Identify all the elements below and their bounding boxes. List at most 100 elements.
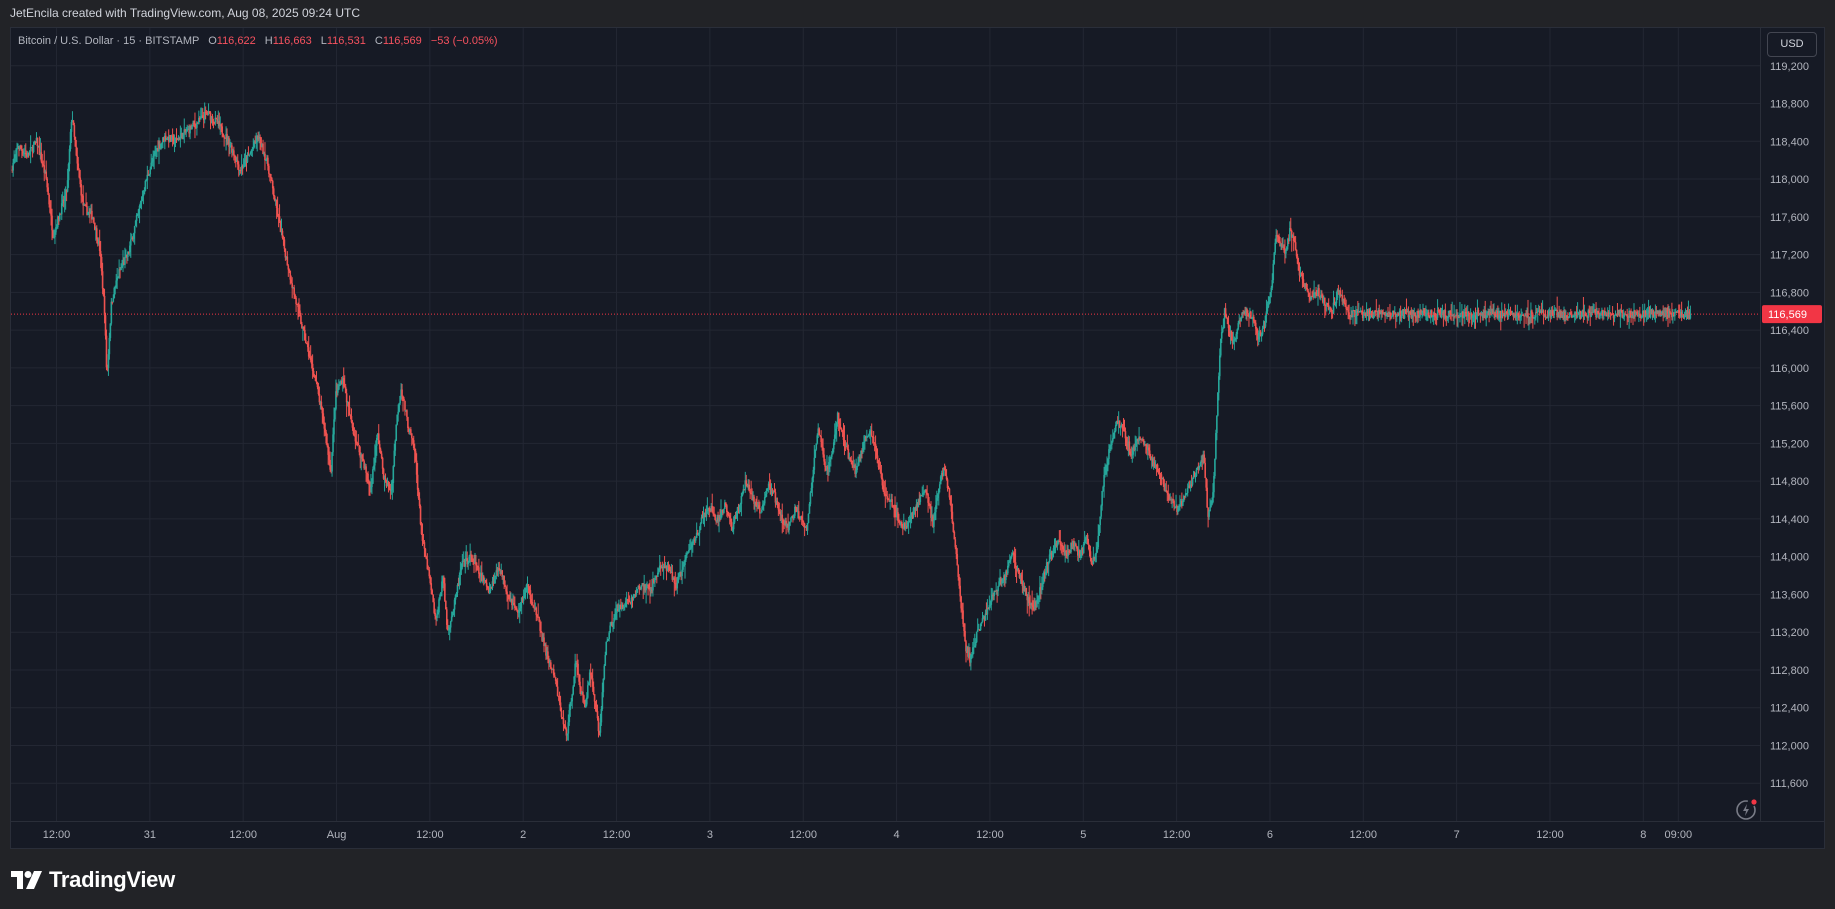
candle-body	[922, 493, 925, 495]
candle-body	[906, 522, 909, 527]
candle-body	[732, 522, 735, 530]
candle-body	[580, 686, 582, 695]
candle-body	[976, 629, 979, 632]
candle-body	[631, 597, 634, 599]
candle-body	[1358, 311, 1360, 313]
candle-body	[607, 638, 609, 641]
candle-body	[1353, 310, 1355, 312]
candle-body	[899, 521, 901, 525]
candle-body	[901, 522, 903, 527]
candle-body	[1594, 310, 1596, 313]
candle-body	[970, 655, 972, 663]
candle-body	[384, 477, 387, 481]
candle-body	[893, 506, 895, 510]
candle-body	[216, 118, 219, 124]
candle-body	[1005, 571, 1007, 580]
candle-body	[1137, 439, 1139, 442]
candle-body	[1455, 314, 1457, 317]
candle-body	[1095, 552, 1098, 555]
symbol-name[interactable]: Bitcoin / U.S. Dollar · 15 · BITSTAMP	[18, 35, 200, 47]
candle-body	[1530, 310, 1532, 318]
candle-body	[1510, 311, 1513, 315]
candle-body	[1171, 498, 1173, 501]
candle-body	[978, 629, 981, 631]
candle-body	[581, 691, 583, 695]
auto-scale-icon[interactable]	[1733, 797, 1759, 823]
candle-body	[1564, 312, 1566, 318]
candle-body	[853, 465, 855, 468]
candle-body	[890, 499, 892, 501]
candle-body	[561, 717, 564, 719]
candle-body	[241, 165, 244, 168]
candle-body	[1561, 316, 1563, 318]
candle-body	[664, 566, 667, 569]
candle-body	[1290, 230, 1293, 238]
candle-body	[1377, 310, 1380, 317]
candle-body	[1050, 552, 1053, 556]
candle-body	[1656, 310, 1659, 314]
candle-body	[18, 147, 20, 149]
candle-body	[750, 493, 752, 495]
candle-body	[840, 428, 843, 431]
candlestick-chart[interactable]: 111,600112,000112,400112,800113,200113,6…	[11, 28, 1824, 848]
candle-body	[284, 248, 287, 258]
candle-body	[731, 529, 734, 531]
candle-body	[79, 177, 82, 185]
candle-body	[617, 609, 619, 612]
candle-body	[1188, 485, 1191, 489]
tradingview-wordmark: TradingView	[49, 867, 175, 892]
open-value: 116,622	[216, 35, 256, 47]
candle-body	[1287, 238, 1289, 247]
candle-body	[1071, 542, 1073, 547]
candle-body	[763, 497, 766, 504]
candle-body	[1356, 310, 1358, 313]
y-tick-label: 112,000	[1770, 740, 1809, 752]
candle-body	[1604, 310, 1606, 316]
candle-body	[683, 564, 685, 567]
candle-body	[721, 509, 723, 513]
candle-body	[1404, 310, 1407, 312]
candle-body	[1330, 309, 1333, 312]
candle-body	[190, 125, 192, 130]
candle-body	[1343, 299, 1346, 304]
candle-body	[1272, 263, 1275, 281]
candle-body	[445, 600, 447, 610]
candle-body	[1069, 551, 1071, 553]
candle-body	[1401, 309, 1404, 316]
candle-body	[106, 367, 109, 369]
candle-body	[515, 607, 517, 609]
candle-body	[73, 125, 76, 137]
candle-body	[656, 572, 659, 578]
candle-body	[635, 592, 638, 595]
candle-body	[585, 704, 587, 708]
tradingview-logo[interactable]: TradingView	[11, 867, 175, 893]
candle-body	[121, 266, 123, 268]
open-label: O	[208, 35, 217, 47]
candle-body	[1169, 499, 1171, 501]
candle-body	[1101, 491, 1103, 506]
candle-body	[1688, 311, 1691, 319]
candle-body	[1231, 340, 1234, 344]
y-tick-label: 118,000	[1770, 174, 1809, 186]
candle-body	[418, 498, 421, 507]
chart-pane[interactable]: 111,600 112,000 112,400 112,800 113,200 113,6…	[10, 27, 1825, 849]
candle-body	[134, 220, 137, 226]
candle-body	[649, 587, 651, 592]
candle-body	[327, 445, 329, 455]
candle-body	[1620, 310, 1623, 312]
candle-body	[1103, 474, 1105, 487]
candle-body	[1195, 469, 1198, 476]
candle-body	[293, 287, 295, 295]
candle-body	[320, 401, 323, 408]
currency-button[interactable]: USD	[1767, 32, 1817, 57]
candle-body	[1142, 439, 1144, 441]
candle-body	[312, 370, 315, 377]
candle-body	[555, 680, 558, 687]
candle-body	[963, 624, 965, 631]
candle-body	[891, 499, 893, 507]
candle-body	[323, 422, 326, 429]
candle-body	[1052, 548, 1055, 552]
candle-body	[691, 541, 694, 544]
candle-body	[625, 599, 628, 602]
candle-body	[1019, 575, 1022, 578]
